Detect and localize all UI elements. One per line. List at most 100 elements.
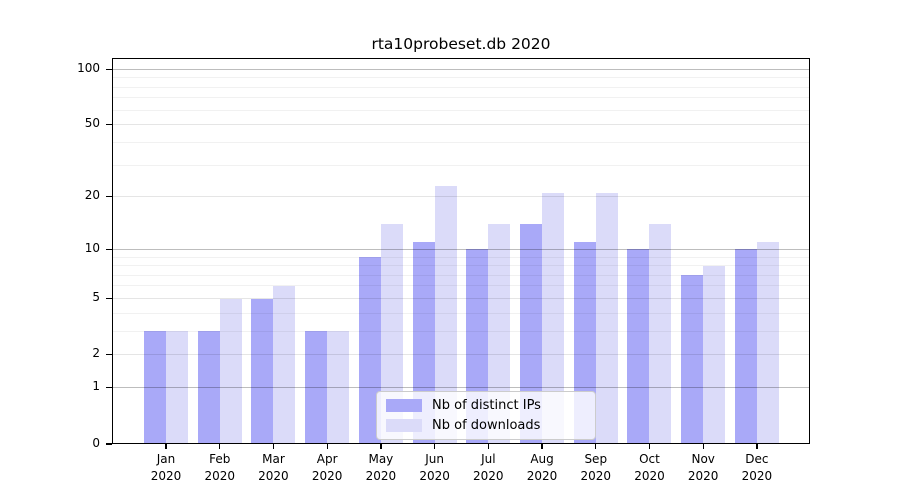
y-tick-mark xyxy=(106,248,112,250)
y-tick-mark xyxy=(106,297,112,300)
bar-downloads-dec xyxy=(756,242,779,444)
legend-swatch-distinct-ips xyxy=(386,399,422,412)
x-tick-mark xyxy=(648,444,651,449)
x-tick-month: Apr xyxy=(316,452,338,466)
gridline-minor xyxy=(112,141,810,143)
x-tick-month: Dec xyxy=(745,452,769,466)
x-tick-month: Sep xyxy=(584,452,608,466)
x-tick-year: 2020 xyxy=(258,468,289,483)
x-tick-mark xyxy=(165,444,167,449)
legend-item-downloads: Nb of downloads xyxy=(386,418,585,433)
bar-downloads-may xyxy=(380,224,403,444)
legend-item-distinct-ips: Nb of distinct IPs xyxy=(386,398,585,413)
x-tick-label: Jan 2020 xyxy=(131,451,201,485)
x-tick-year: 2020 xyxy=(150,468,182,483)
gridline-soft xyxy=(112,298,810,299)
x-tick-year: 2020 xyxy=(365,468,397,483)
bar-downloads-sep xyxy=(595,193,618,444)
y-tick-mark xyxy=(106,124,112,126)
bar-downloads-jan xyxy=(166,331,188,444)
x-tick-label: Nov 2020 xyxy=(668,451,738,485)
bar-distinct-ips-apr xyxy=(305,331,328,444)
x-tick-year: 2020 xyxy=(526,468,558,483)
x-tick-label: Dec 2020 xyxy=(722,451,792,485)
bar-distinct-ips-mar xyxy=(251,298,274,444)
y-tick-mark xyxy=(106,443,112,445)
y-tick-label: 5 xyxy=(92,290,100,304)
y-tick-label: 0 xyxy=(92,435,100,450)
x-tick-month: Jul xyxy=(481,452,496,466)
bar-distinct-ips-feb xyxy=(197,331,220,444)
y-tick-mark xyxy=(106,196,112,198)
x-tick-month: Feb xyxy=(209,452,231,466)
bar-distinct-ips-aug xyxy=(520,224,543,444)
legend: Nb of distinct IPs Nb of downloads xyxy=(376,391,596,440)
bar-distinct-ips-may xyxy=(358,257,381,444)
gridline-minor xyxy=(112,109,810,111)
y-tick-label: 2 xyxy=(92,346,100,361)
gridline-minor xyxy=(112,164,810,166)
gridline-soft xyxy=(112,196,810,198)
bar-distinct-ips-jan xyxy=(144,331,166,444)
gridline-minor xyxy=(112,77,810,79)
x-tick-label: Aug 2020 xyxy=(507,451,577,485)
x-tick-mark xyxy=(487,444,489,449)
gridline-major xyxy=(112,387,810,389)
bar-distinct-ips-oct xyxy=(627,249,650,444)
gridline-minor xyxy=(112,97,810,99)
bar-downloads-oct xyxy=(649,224,672,444)
bar-downloads-mar xyxy=(273,285,296,444)
x-tick-year: 2020 xyxy=(741,468,773,483)
gridline-minor xyxy=(112,256,810,258)
gridline-minor xyxy=(112,312,810,314)
x-tick-month: Mar xyxy=(262,452,285,466)
x-tick-label: May 2020 xyxy=(346,451,416,485)
gridline-minor xyxy=(112,285,810,287)
y-tick-label: 10 xyxy=(84,240,100,255)
x-tick-label: Oct 2020 xyxy=(614,451,684,485)
y-tick-label: 1 xyxy=(92,379,100,394)
bar-downloads-apr xyxy=(327,331,350,444)
plot-area: Nb of distinct IPs Nb of downloads xyxy=(112,58,810,444)
legend-label-downloads: Nb of downloads xyxy=(432,418,541,433)
gridline-soft xyxy=(112,354,810,356)
bar-distinct-ips-nov xyxy=(681,275,704,444)
x-tick-month: Oct xyxy=(639,452,660,466)
gridline-minor xyxy=(112,265,810,267)
x-tick-year: 2020 xyxy=(204,468,235,483)
y-tick-label: 50 xyxy=(84,116,100,131)
x-tick-label: Jun 2020 xyxy=(400,451,470,485)
x-tick-mark xyxy=(219,444,221,449)
x-tick-label: Feb 2020 xyxy=(185,451,255,485)
bar-downloads-jul xyxy=(488,224,511,444)
x-tick-month: Aug xyxy=(530,452,554,466)
x-tick-year: 2020 xyxy=(311,468,343,483)
x-tick-label: Sep 2020 xyxy=(561,451,631,485)
gridline-minor xyxy=(112,274,810,276)
y-tick-mark xyxy=(106,68,112,70)
x-tick-year: 2020 xyxy=(634,468,665,483)
gridline-major xyxy=(112,68,810,70)
x-tick-label: Jul 2020 xyxy=(453,451,523,485)
bar-distinct-ips-dec xyxy=(734,249,757,444)
x-tick-mark xyxy=(433,444,436,449)
y-tick-mark xyxy=(106,387,112,389)
x-tick-mark xyxy=(272,444,275,449)
x-tick-month: Jan xyxy=(156,452,176,466)
bar-downloads-jun xyxy=(434,185,457,444)
gridline-major xyxy=(112,248,810,250)
gridline-minor xyxy=(112,86,810,88)
bar-downloads-aug xyxy=(542,193,565,444)
legend-label-distinct-ips: Nb of distinct IPs xyxy=(432,398,541,413)
x-tick-year: 2020 xyxy=(687,468,719,483)
x-tick-mark xyxy=(541,444,543,449)
x-tick-month: Jun xyxy=(425,452,444,466)
x-tick-label: Mar 2020 xyxy=(238,451,308,485)
y-tick-label: 20 xyxy=(84,188,100,203)
gridline-minor xyxy=(112,330,810,332)
x-tick-label: Apr 2020 xyxy=(292,451,362,485)
x-tick-year: 2020 xyxy=(419,468,450,483)
legend-swatch-downloads xyxy=(386,419,422,432)
chart-title: rta10probeset.db 2020 xyxy=(371,35,551,53)
